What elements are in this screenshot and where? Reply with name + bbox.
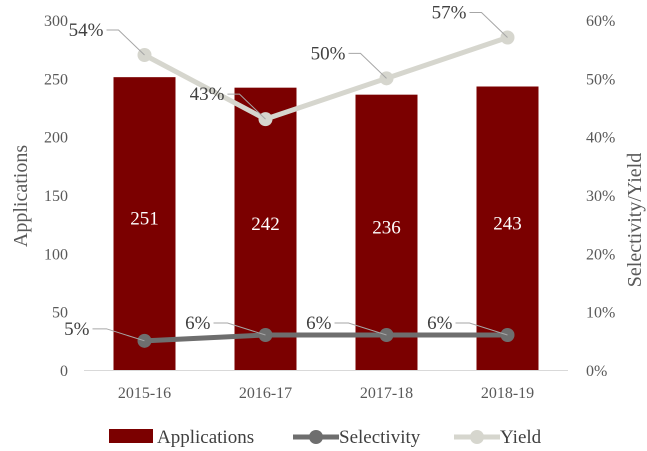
selectivity-label: 6% [306,313,332,334]
x-tick-label: 2016-17 [239,385,292,402]
leader-line [334,322,387,336]
selectivity-line [144,332,508,344]
leader-line [213,322,266,336]
bar [476,86,539,370]
legend-marker-yield [470,430,484,444]
legend: Applications Selectivity Yield [109,427,542,448]
y-tick-label: 0 [60,363,68,380]
bar [355,94,418,371]
bar-value-label: 251 [130,209,159,230]
bar-value-label: 242 [251,214,280,235]
selectivity-label: 5% [64,319,90,340]
legend-marker-selectivity [309,430,323,444]
legend-label-applications: Applications [157,427,254,448]
y2-axis-title: Selectivity/Yield [624,153,646,287]
yield-label: 50% [311,43,346,64]
selectivity-label: 6% [185,313,211,334]
y2-tick-label: 40% [586,130,615,147]
legend-label-yield: Yield [500,427,542,448]
left-axis-ticks: 0 50 100 150 200 250 300 [44,13,68,380]
bar-value-label: 243 [493,213,522,234]
y2-tick-label: 20% [586,246,615,263]
leader-line [106,29,145,56]
x-axis: 2015-16 2016-17 2017-18 2018-19 [84,370,568,402]
yield-line [143,35,509,122]
leader-line [92,328,145,342]
y-tick-label: 150 [44,188,68,205]
legend-swatch-applications [109,429,153,443]
y-axis-title: Applications [10,145,32,247]
leader-line [348,52,387,79]
selectivity-label: 6% [427,313,453,334]
leader-line [455,322,508,336]
x-tick-label: 2017-18 [360,385,413,402]
legend-label-selectivity: Selectivity [339,427,421,448]
bar [113,77,176,371]
point-labels: 54% 43% 50% 57% 5% 6% 6% 6% [64,3,508,342]
bars-applications: 251 242 236 243 [113,77,539,371]
y2-tick-label: 0% [586,363,607,380]
y-tick-label: 100 [44,246,68,263]
yield-label: 54% [69,20,104,41]
bar [234,87,297,371]
bar-value-label: 236 [372,217,401,238]
x-tick-label: 2018-19 [481,385,534,402]
yield-label: 43% [190,84,225,105]
y-tick-label: 250 [44,71,68,88]
line-series [137,30,515,348]
yield-label: 57% [432,3,467,24]
y2-tick-label: 50% [586,71,615,88]
y2-tick-label: 60% [586,13,615,30]
leader-line [227,93,266,120]
y-tick-label: 200 [44,130,68,147]
y-tick-label: 300 [44,13,68,30]
right-axis-ticks: 0% 10% 20% 30% 40% 50% 60% [586,13,615,380]
y2-tick-label: 10% [586,305,615,322]
leader-line [469,12,508,38]
x-tick-label: 2015-16 [118,385,171,402]
y2-tick-label: 30% [586,188,615,205]
y-tick-label: 50 [52,305,68,322]
